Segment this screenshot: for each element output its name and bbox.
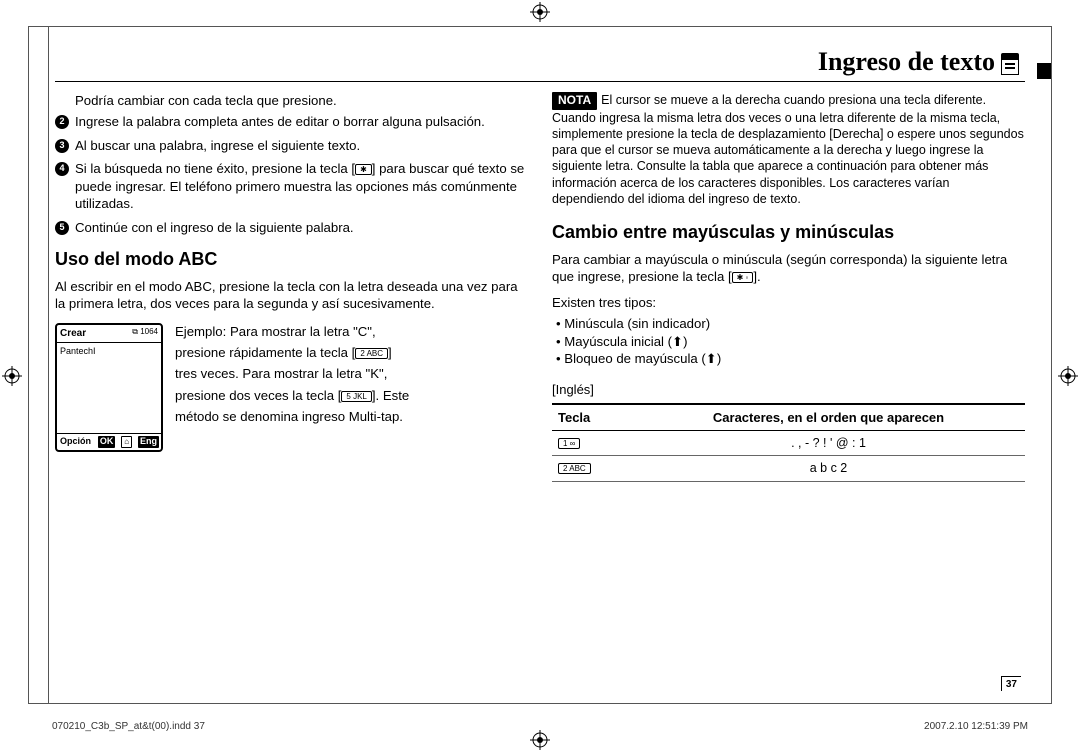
step-number: 2 xyxy=(55,115,69,129)
step-3: 3 Al buscar una palabra, ingrese el sigu… xyxy=(55,137,528,154)
section-body-abc: Al escribir en el modo ABC, presione la … xyxy=(55,278,528,313)
tab-marker xyxy=(1037,63,1051,79)
phone-sym: ⌂ xyxy=(121,436,132,449)
print-footer: 070210_C3b_SP_at&t(00).indd 37 2007.2.10… xyxy=(52,721,1028,732)
phone-body: PantechI xyxy=(57,343,161,433)
step-text: Si la búsqueda no tiene éxito, presione … xyxy=(75,160,528,212)
phone-title: Crear xyxy=(60,327,86,340)
example-l4a: presione dos veces la tecla [ xyxy=(175,388,341,403)
left-column: Podría cambiar con cada tecla que presio… xyxy=(55,92,528,482)
example-l4b: ]. Este xyxy=(372,388,409,403)
key-5jkl-icon: 5 JKL xyxy=(341,391,371,402)
footer-file: 070210_C3b_SP_at&t(00).indd 37 xyxy=(52,721,205,732)
phone-eng: Eng xyxy=(138,436,159,449)
phone-opt: Opción xyxy=(59,436,92,449)
key-table: Tecla Caracteres, en el orden que aparec… xyxy=(552,403,1025,482)
crop-mark-bottom xyxy=(530,730,550,750)
section-heading-abc: Uso del modo ABC xyxy=(55,248,528,272)
step-number: 3 xyxy=(55,139,69,153)
example-l3: tres veces. Para mostrar la letra "K", xyxy=(175,365,409,382)
page-number: 37 xyxy=(1001,676,1021,691)
table-row: 1 ∞ . , - ? ! ' @ : 1 xyxy=(552,430,1025,456)
phone-ok: OK xyxy=(98,436,116,449)
crop-mark-right xyxy=(1058,366,1078,386)
key-2-icon: 2 ABC xyxy=(558,463,591,474)
example-row: Crear ⧉ 1064 PantechI Opción OK ⌂ Eng Ej… xyxy=(55,323,528,453)
lang-label: [Inglés] xyxy=(552,381,1025,398)
step-text: Ingrese la palabra completa antes de edi… xyxy=(75,113,528,130)
step-5: 5 Continúe con el ingreso de la siguient… xyxy=(55,219,528,236)
phone-mockup: Crear ⧉ 1064 PantechI Opción OK ⌂ Eng xyxy=(55,323,163,453)
phone-signal: ⧉ 1064 xyxy=(132,327,158,340)
page-header: Ingreso de texto xyxy=(55,47,1025,82)
th-tecla: Tecla xyxy=(552,404,632,431)
section-heading-case: Cambio entre mayúsculas y minúsculas xyxy=(552,221,1025,245)
step-pre: Si la búsqueda no tiene éxito, presione … xyxy=(75,161,355,176)
intro-line: Podría cambiar con cada tecla que presio… xyxy=(75,92,528,109)
case-body-a: Para cambiar a mayúscula o minúscula (se… xyxy=(552,252,1007,284)
type-item: Minúscula (sin indicador) xyxy=(556,315,1025,332)
right-column: NOTAEl cursor se mueve a la derecha cuan… xyxy=(552,92,1025,482)
example-l2a: presione rápidamente la tecla [ xyxy=(175,345,355,360)
example-l2b: ] xyxy=(388,345,392,360)
types-intro: Existen tres tipos: xyxy=(552,294,1025,311)
page-content: Ingreso de texto Podría cambiar con cada… xyxy=(55,47,1025,693)
step-number: 5 xyxy=(55,221,69,235)
footer-timestamp: 2007.2.10 12:51:39 PM xyxy=(924,721,1028,732)
page-frame: Ingreso de texto Podría cambiar con cada… xyxy=(28,26,1052,704)
example-l5: método se denomina ingreso Multi-tap. xyxy=(175,408,409,425)
type-item: Mayúscula inicial (⬆) xyxy=(556,333,1025,350)
header-icon xyxy=(1001,53,1019,75)
crop-mark-top xyxy=(530,2,550,22)
step-4: 4 Si la búsqueda no tiene éxito, presion… xyxy=(55,160,528,212)
type-item: Bloqueo de mayúscula (⬆) xyxy=(556,350,1025,367)
table-row: 2 ABC a b c 2 xyxy=(552,456,1025,482)
nota-text: El cursor se mueve a la derecha cuando p… xyxy=(552,93,1024,206)
step-text: Al buscar una palabra, ingrese el siguie… xyxy=(75,137,528,154)
crop-mark-left xyxy=(2,366,22,386)
types-list: Minúscula (sin indicador) Mayúscula inic… xyxy=(552,315,1025,367)
binding-margin xyxy=(29,27,49,703)
chars-cell: . , - ? ! ' @ : 1 xyxy=(632,430,1025,456)
chars-cell: a b c 2 xyxy=(632,456,1025,482)
case-body-b: ]. xyxy=(753,269,760,284)
th-chars: Caracteres, en el orden que aparecen xyxy=(632,404,1025,431)
example-text: Ejemplo: Para mostrar la letra "C", pres… xyxy=(175,323,409,453)
example-l1: Ejemplo: Para mostrar la letra "C", xyxy=(175,323,409,340)
phone-softkeys: Opción OK ⌂ Eng xyxy=(57,433,161,451)
nota-label: NOTA xyxy=(552,92,597,110)
step-2: 2 Ingrese la palabra completa antes de e… xyxy=(55,113,528,130)
key-star-icon: ✱ ◦ xyxy=(732,272,754,283)
key-2abc-icon: 2 ABC xyxy=(355,348,388,359)
nota-box: NOTAEl cursor se mueve a la derecha cuan… xyxy=(552,92,1025,207)
case-body: Para cambiar a mayúscula o minúscula (se… xyxy=(552,251,1025,286)
key-1-icon: 1 ∞ xyxy=(558,438,580,449)
key-icon: ✱ xyxy=(355,164,372,175)
step-number: 4 xyxy=(55,162,69,176)
step-text: Continúe con el ingreso de la siguiente … xyxy=(75,219,528,236)
page-title: Ingreso de texto xyxy=(818,47,995,77)
